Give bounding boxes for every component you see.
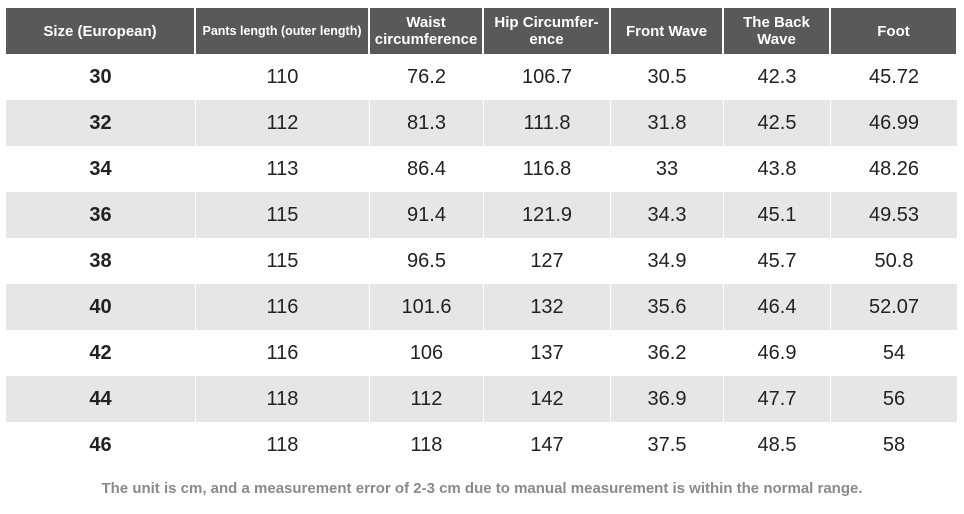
table-cell: 52.07 [831,284,958,330]
header-cell: Pants length (outer length) [196,8,370,54]
table-cell: 43.8 [724,146,831,192]
table-cell: 42.5 [724,100,831,146]
table-cell: 46.9 [724,330,831,376]
table-cell: 115 [196,192,370,238]
table-cell: 38 [6,238,196,284]
table-cell: 116.8 [484,146,611,192]
table-cell: 112 [196,100,370,146]
header-cell: Foot [831,8,958,54]
table-cell: 113 [196,146,370,192]
table-cell: 115 [196,238,370,284]
table-cell: 91.4 [370,192,484,238]
table-cell: 106 [370,330,484,376]
table-cell: 132 [484,284,611,330]
table-cell: 46 [6,422,196,468]
table-cell: 34.3 [611,192,724,238]
table-cell: 106.7 [484,54,611,100]
table-cell: 37.5 [611,422,724,468]
table-cell: 40 [6,284,196,330]
table-cell: 47.7 [724,376,831,422]
footnote: The unit is cm, and a measurement error … [101,480,863,497]
table-cell: 32 [6,100,196,146]
table-cell: 110 [196,54,370,100]
table-cell: 76.2 [370,54,484,100]
header-cell: Size (European) [6,8,196,54]
table-cell: 31.8 [611,100,724,146]
table-cell: 121.9 [484,192,611,238]
table-cell: 46.4 [724,284,831,330]
table-cell: 118 [196,422,370,468]
table-cell: 54 [831,330,958,376]
table-cell: 34.9 [611,238,724,284]
header-cell: Front Wave [611,8,724,54]
table-cell: 101.6 [370,284,484,330]
table-cell: 30 [6,54,196,100]
header-cell: The Back Wave [724,8,831,54]
table-cell: 30.5 [611,54,724,100]
table-cell: 81.3 [370,100,484,146]
table-cell: 58 [831,422,958,468]
table-cell: 118 [196,376,370,422]
table-cell: 46.99 [831,100,958,146]
table-cell: 48.26 [831,146,958,192]
table-cell: 36 [6,192,196,238]
table-cell: 96.5 [370,238,484,284]
table-cell: 45.7 [724,238,831,284]
table-cell: 36.2 [611,330,724,376]
table-cell: 118 [370,422,484,468]
table-cell: 33 [611,146,724,192]
table-cell: 86.4 [370,146,484,192]
table-cell: 112 [370,376,484,422]
table-cell: 45.1 [724,192,831,238]
table-cell: 147 [484,422,611,468]
table-cell: 36.9 [611,376,724,422]
table-cell: 49.53 [831,192,958,238]
table-cell: 45.72 [831,54,958,100]
table-cell: 116 [196,330,370,376]
size-table: Size (European) Pants length (outer lengt… [6,8,958,468]
table-cell: 142 [484,376,611,422]
table-cell: 34 [6,146,196,192]
table-cell: 48.5 [724,422,831,468]
table-cell: 111.8 [484,100,611,146]
table-cell: 35.6 [611,284,724,330]
table-cell: 116 [196,284,370,330]
header-cell: Waist circumference [370,8,484,54]
header-cell: Hip Circumfer-ence [484,8,611,54]
table-cell: 56 [831,376,958,422]
table-cell: 127 [484,238,611,284]
table-cell: 42 [6,330,196,376]
table-cell: 44 [6,376,196,422]
table-cell: 50.8 [831,238,958,284]
table-cell: 42.3 [724,54,831,100]
table-cell: 137 [484,330,611,376]
